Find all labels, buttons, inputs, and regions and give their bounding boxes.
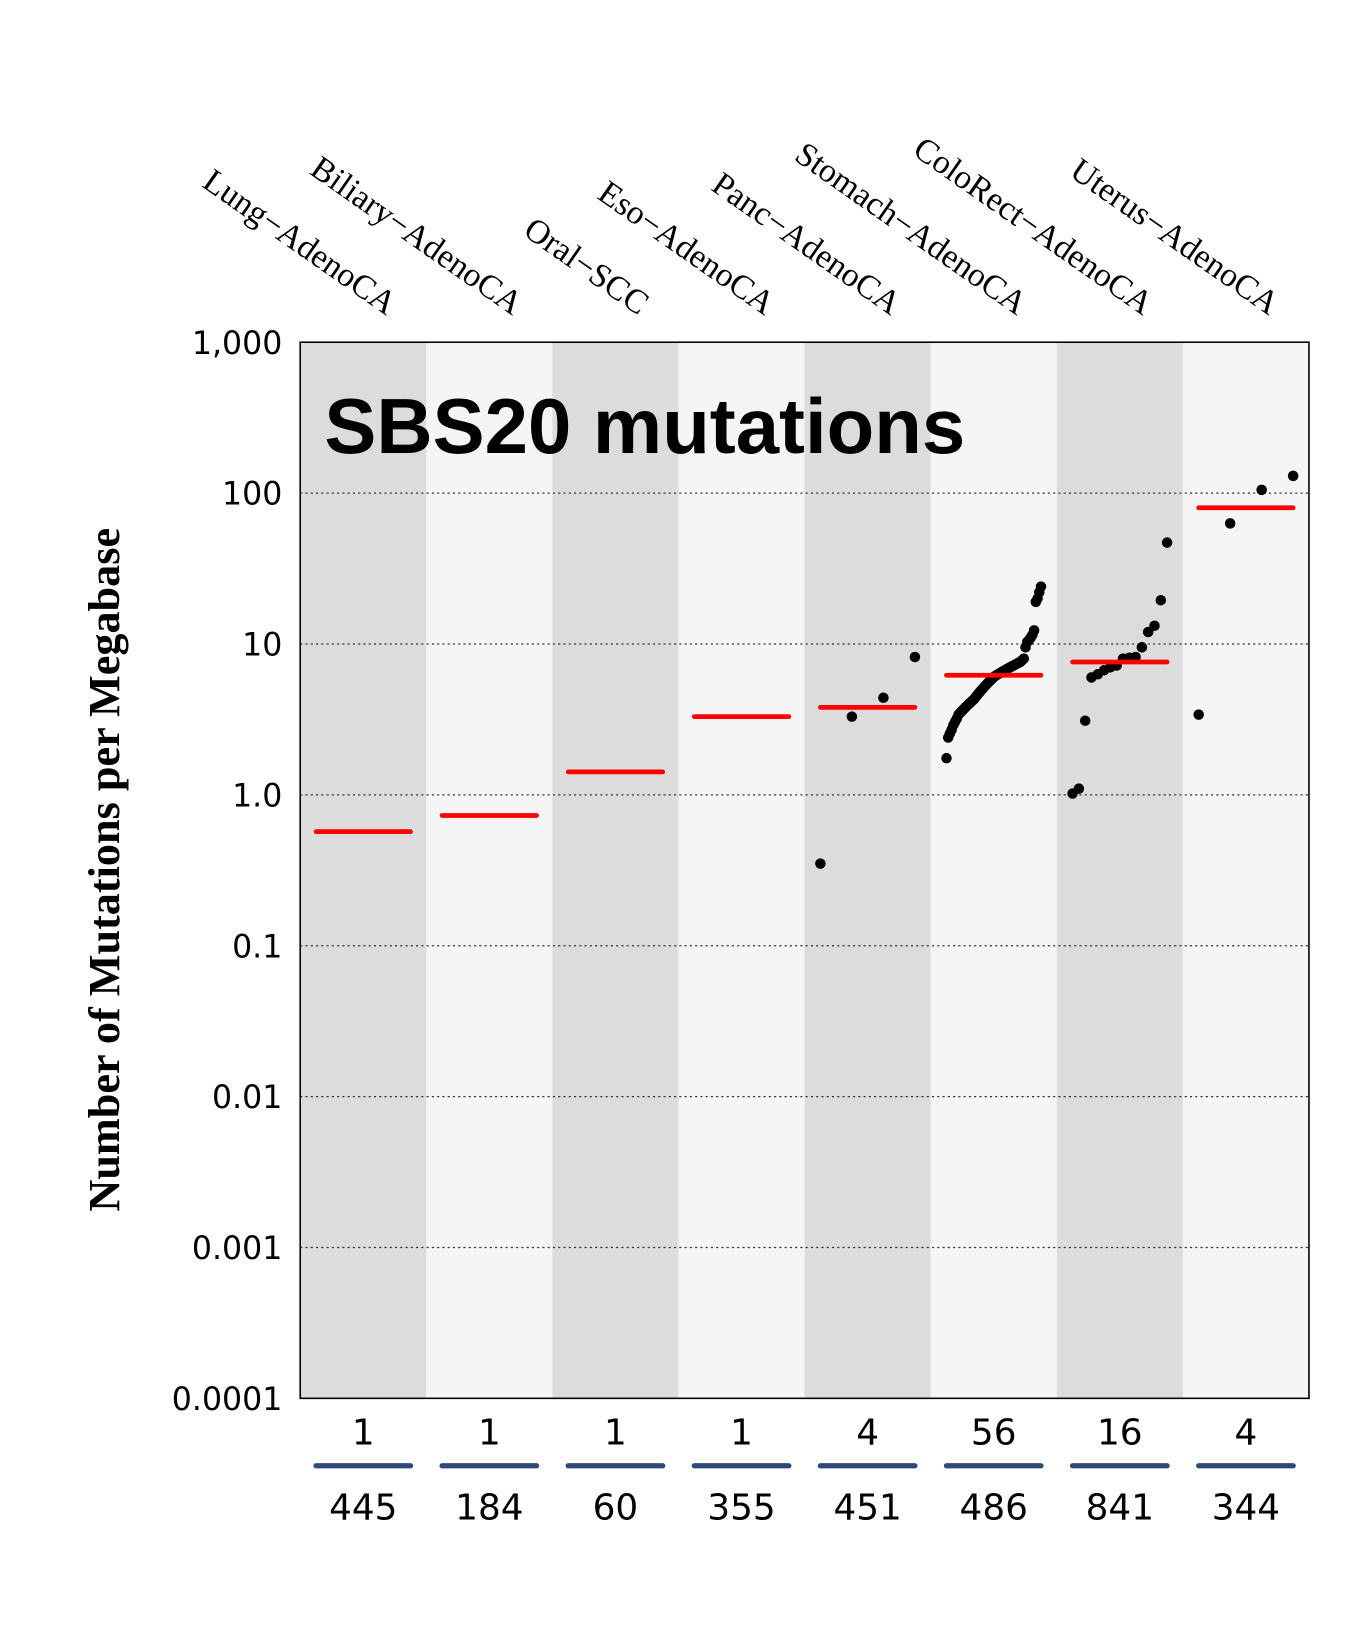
category-band: [552, 342, 679, 1399]
chart-title: SBS20 mutations: [324, 382, 965, 470]
data-point: [1161, 537, 1173, 548]
category-label: Stomach−AdenoCA: [788, 135, 1034, 323]
plot-frame: [299, 341, 1310, 1400]
y-tick-label: 100: [222, 477, 282, 513]
data-point: [1018, 653, 1030, 664]
data-point: [1224, 518, 1236, 529]
y-tick-label: 0.001: [192, 1231, 282, 1267]
data-point: [878, 692, 889, 704]
y-tick-label: 0.0001: [172, 1382, 283, 1418]
samples-with-signature: 4: [1235, 1413, 1258, 1454]
y-tick-label: 0.1: [232, 929, 282, 965]
data-point: [1155, 594, 1167, 606]
data-point: [1035, 581, 1047, 592]
category-band: [426, 342, 553, 1399]
y-axis-label: Number of Mutations per Megabase: [80, 528, 129, 1212]
y-tick-label: 1,000: [192, 326, 282, 362]
total-samples: 60: [593, 1487, 639, 1528]
samples-with-signature: 1: [730, 1413, 753, 1454]
category-label: Biliary−AdenoCA: [304, 149, 530, 323]
total-samples: 344: [1212, 1487, 1280, 1528]
samples-with-signature: 1: [352, 1413, 375, 1454]
category-band: [300, 342, 427, 1399]
y-tick-label: 10: [242, 628, 282, 664]
y-tick-label: 0.01: [212, 1080, 282, 1116]
data-point: [1193, 709, 1204, 720]
data-point: [941, 752, 952, 764]
data-point: [1028, 625, 1040, 636]
data-point: [846, 711, 858, 722]
data-point: [1073, 783, 1085, 794]
category-label: Uterus−AdenoCA: [1063, 151, 1286, 322]
total-samples: 445: [329, 1487, 397, 1528]
samples-with-signature: 4: [856, 1413, 879, 1454]
total-samples: 841: [1086, 1487, 1154, 1528]
data-point: [1256, 484, 1267, 496]
total-samples: 184: [455, 1487, 523, 1528]
data-point: [815, 858, 826, 869]
total-samples: 451: [833, 1487, 901, 1528]
category-band: [1182, 342, 1309, 1399]
y-tick-label: 1.0: [232, 778, 282, 814]
category-band: [1056, 342, 1183, 1399]
samples-with-signature: 56: [971, 1413, 1017, 1454]
category-band: [804, 342, 931, 1399]
total-samples: 486: [960, 1487, 1028, 1528]
category-band: [678, 342, 805, 1399]
category-band: [930, 342, 1057, 1399]
data-point: [1149, 620, 1160, 632]
data-point: [1079, 715, 1091, 726]
category-label: ColoRect−AdenoCA: [907, 130, 1160, 323]
data-point: [909, 651, 921, 663]
samples-with-signature: 1: [604, 1413, 627, 1454]
samples-with-signature: 1: [478, 1413, 501, 1454]
data-point: [1136, 642, 1148, 653]
data-point: [1287, 470, 1299, 482]
total-samples: 355: [707, 1487, 775, 1528]
samples-with-signature: 16: [1097, 1413, 1143, 1454]
